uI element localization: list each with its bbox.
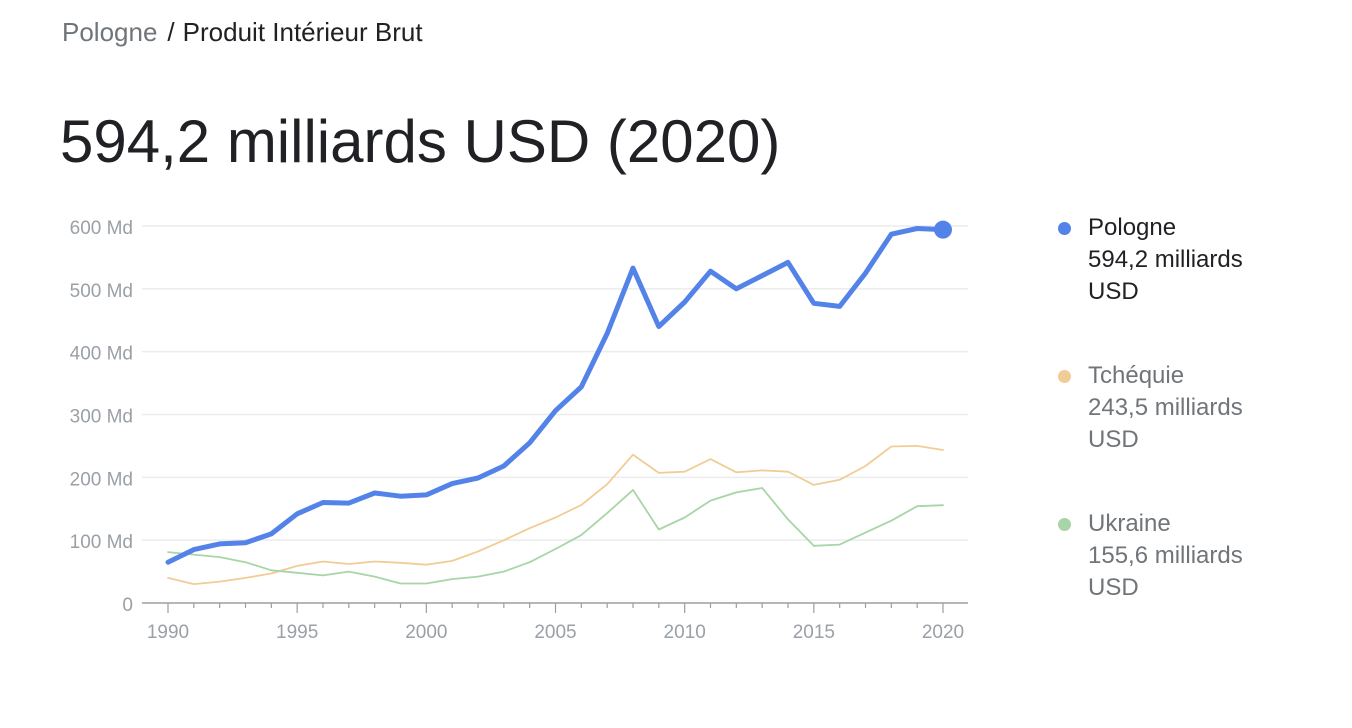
- legend-item-pologne[interactable]: Pologne 594,2 milliards USD: [1058, 212, 1318, 308]
- series-line-tchéquie: [167, 444, 944, 585]
- x-tick-label: 1990: [147, 622, 189, 643]
- y-tick-label: 600 Md: [70, 218, 133, 239]
- breadcrumb-separator: /: [167, 17, 175, 47]
- series-line-pologne: [165, 226, 946, 565]
- x-tick-label: 2015: [793, 622, 835, 643]
- y-tick-label: 200 Md: [70, 469, 133, 490]
- y-tick-label: 500 Md: [70, 281, 133, 302]
- x-tick-label: 2005: [534, 622, 576, 643]
- x-tick-label: 1995: [276, 622, 318, 643]
- legend-name: Ukraine: [1088, 510, 1171, 537]
- last-point-marker: [934, 220, 952, 239]
- y-axis-labels: 0 100 Md 200 Md 300 Md 400 Md 500 Md 600 Md: [70, 218, 133, 616]
- breadcrumb: Pologne / Produit Intérieur Brut: [62, 16, 423, 48]
- chart-series: [165, 220, 952, 585]
- series-line-ukraine: [167, 487, 944, 585]
- breadcrumb-parent-link[interactable]: Pologne: [62, 17, 158, 47]
- legend-item-tchequie[interactable]: Tchéquie 243,5 milliards USD: [1058, 360, 1318, 456]
- y-tick-label: 400 Md: [70, 344, 133, 365]
- legend-item-ukraine[interactable]: Ukraine 155,6 milliards USD: [1058, 508, 1318, 604]
- x-tick-label: 2000: [405, 622, 447, 643]
- legend-dot-pologne: [1058, 222, 1071, 235]
- legend-value: 243,5 milliards: [1088, 394, 1243, 421]
- chart-grid: [142, 225, 968, 541]
- legend-dot-tchequie: [1058, 370, 1071, 383]
- y-tick-label: 300 Md: [70, 407, 133, 428]
- legend-value: 155,6 milliards: [1088, 542, 1243, 569]
- breadcrumb-current: Produit Intérieur Brut: [182, 17, 423, 47]
- legend-unit: USD: [1088, 574, 1139, 601]
- x-tick-label: 2020: [922, 622, 964, 643]
- chart-legend: Pologne 594,2 milliards USD Tchéquie 243…: [1058, 212, 1318, 604]
- headline-value: 594,2 milliards USD (2020): [60, 108, 781, 175]
- x-tick-label: 2010: [664, 622, 706, 643]
- y-tick-label: 100 Md: [70, 532, 133, 553]
- legend-name: Pologne: [1088, 214, 1177, 241]
- x-axis: 1990 1995 2000 2005 2010 2015 2020: [142, 602, 968, 643]
- y-tick-label: 0: [122, 595, 133, 616]
- legend-value: 594,2 milliards: [1088, 246, 1243, 273]
- legend-name: Tchéquie: [1088, 362, 1185, 389]
- legend-dot-ukraine: [1058, 518, 1071, 531]
- legend-unit: USD: [1088, 278, 1139, 305]
- legend-unit: USD: [1088, 426, 1139, 453]
